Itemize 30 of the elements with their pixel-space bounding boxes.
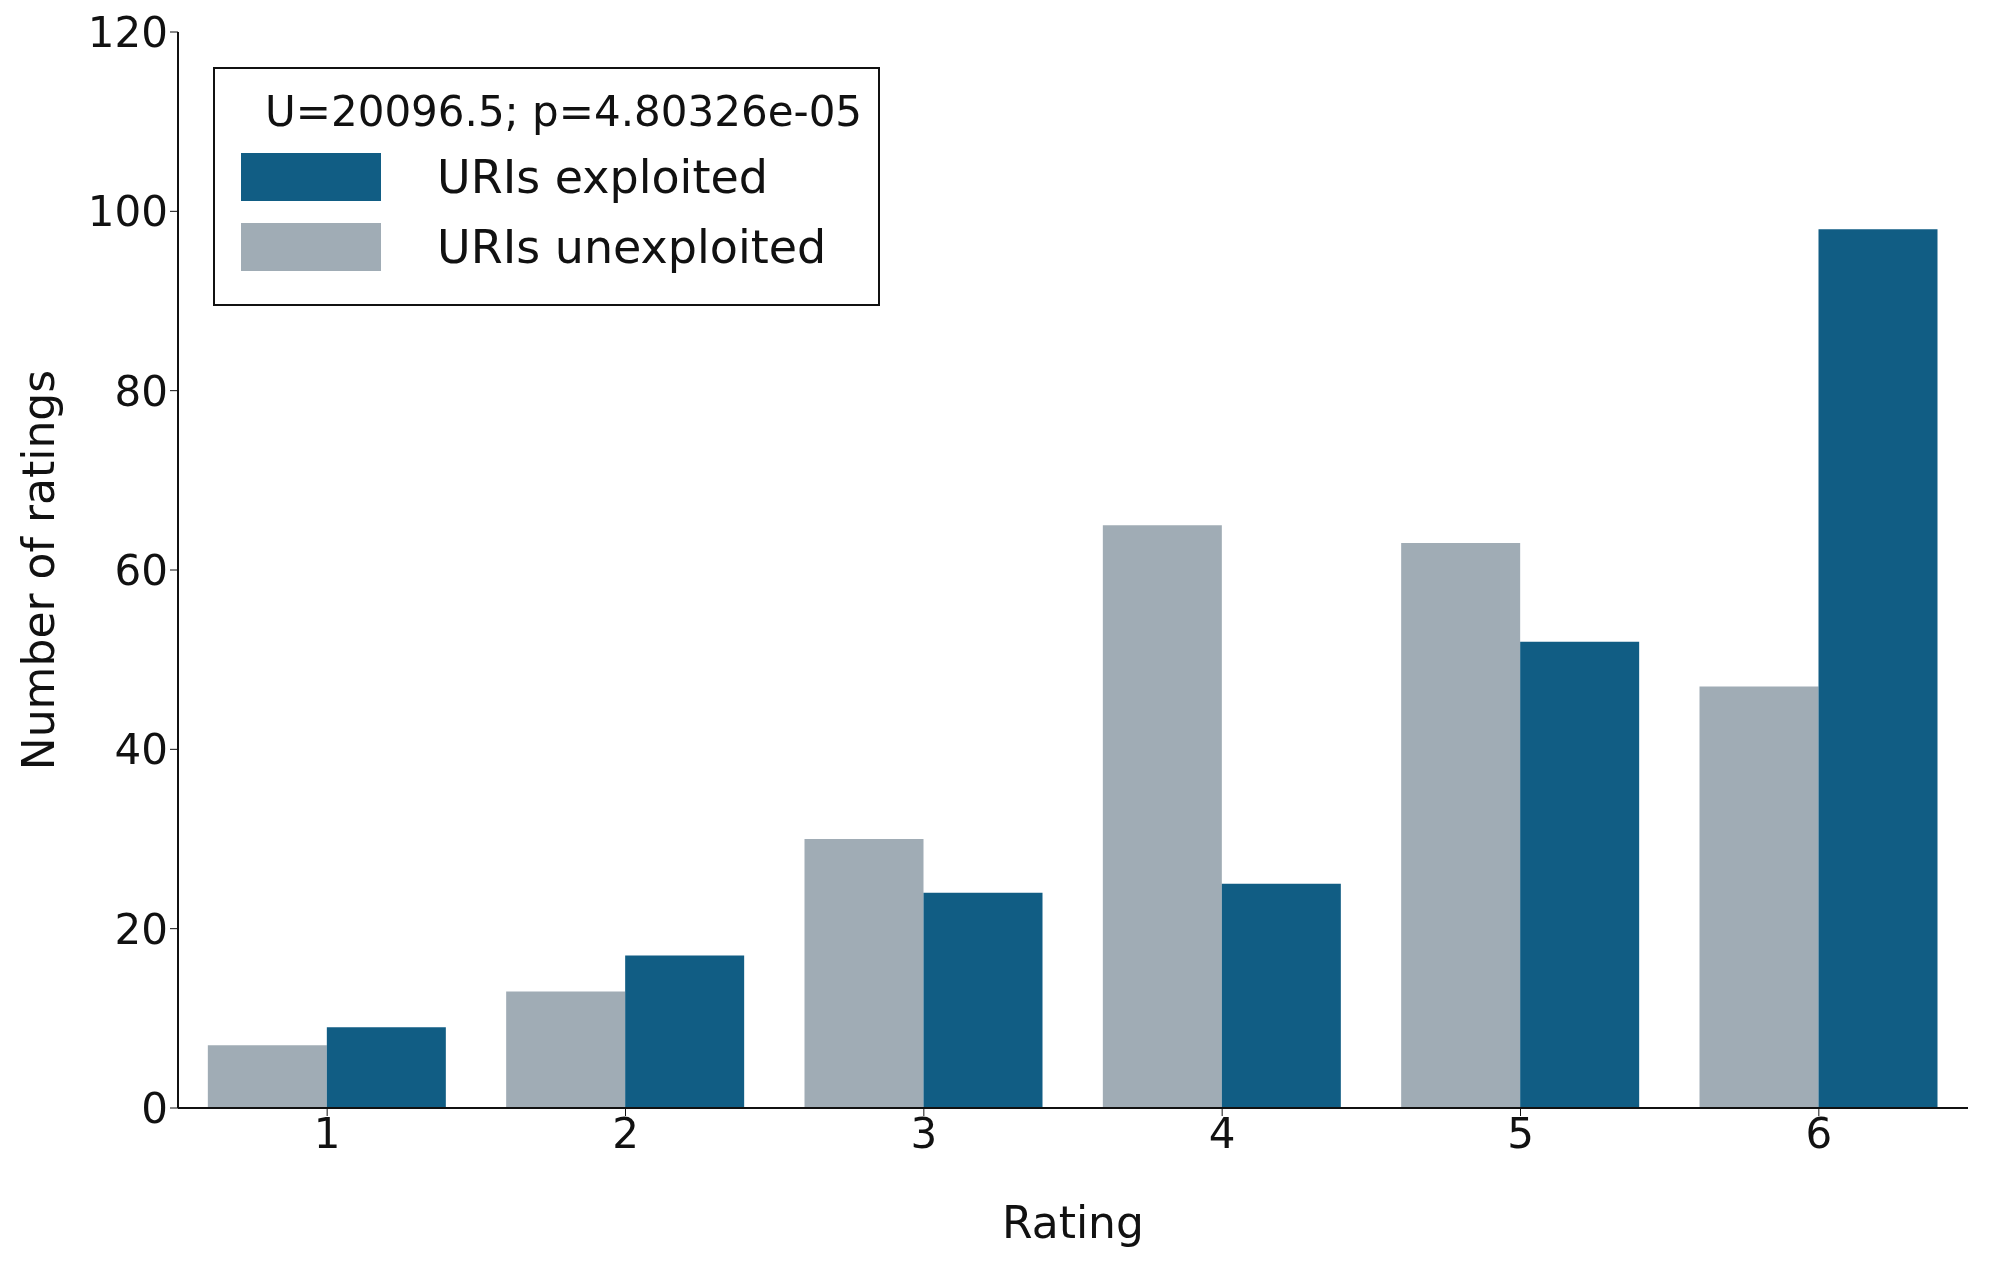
y-tick-label: 100 [87, 187, 168, 237]
x-tick-label: 1 [313, 1108, 341, 1158]
x-tick-label: 6 [1805, 1108, 1833, 1158]
bar [804, 839, 924, 1108]
y-tick-label: 80 [114, 366, 168, 416]
y-axis-title: Number of ratings [12, 369, 64, 771]
bar [326, 1027, 446, 1108]
x-tick-label: 4 [1208, 1108, 1236, 1158]
bar [1102, 525, 1222, 1108]
y-tick-label: 40 [114, 725, 168, 775]
bar [1818, 229, 1938, 1108]
legend-label: URIs unexploited [437, 220, 827, 274]
x-tick-label: 5 [1507, 1108, 1534, 1158]
x-tick-label: 2 [612, 1108, 639, 1158]
y-tick-label: 20 [114, 904, 168, 954]
bar [1221, 883, 1341, 1108]
legend-title: U=20096.5; p=4.80326e-05 [264, 87, 863, 136]
x-tick-label: 3 [910, 1108, 938, 1158]
bar [923, 892, 1043, 1108]
bar [1699, 686, 1819, 1108]
bar [506, 991, 626, 1108]
legend-label: URIs exploited [437, 150, 768, 204]
bar [207, 1045, 327, 1108]
y-tick-label: 0 [141, 1083, 168, 1133]
bar [1520, 641, 1640, 1108]
bar [1401, 543, 1521, 1108]
x-axis-title: Rating [1002, 1197, 1144, 1248]
bar [625, 955, 745, 1108]
y-tick-label: 120 [87, 7, 168, 57]
y-tick-label: 60 [114, 545, 168, 595]
